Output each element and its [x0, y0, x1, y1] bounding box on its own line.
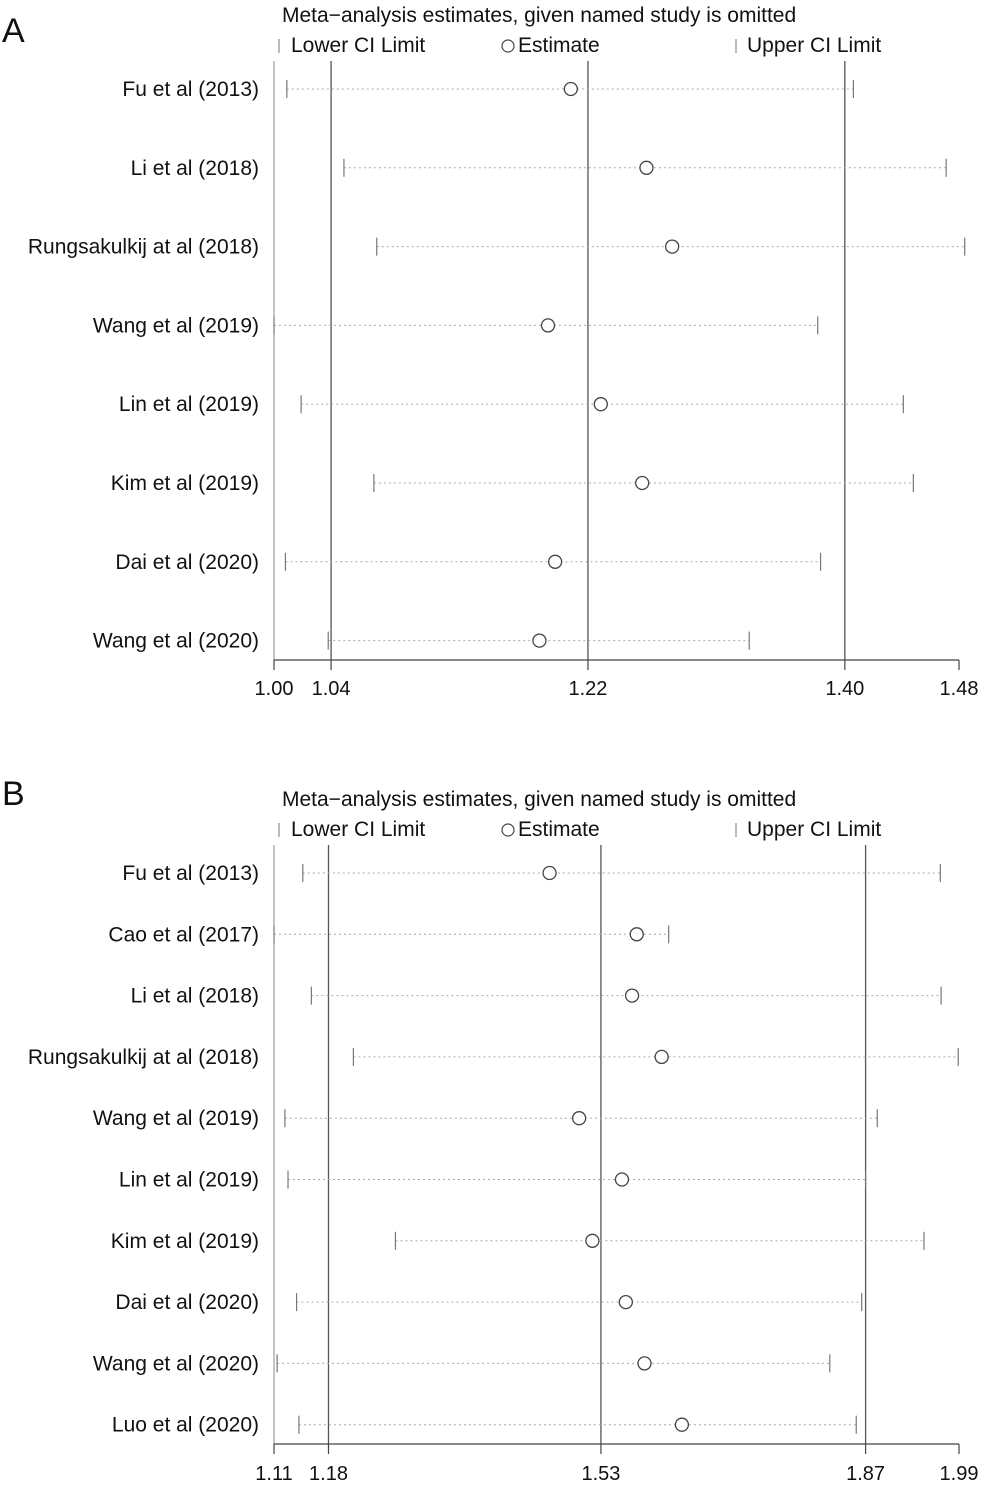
- study-label: Luo et al (2020): [112, 1414, 259, 1437]
- study-label: Fu et al (2013): [122, 862, 259, 885]
- study-label: Kim et al (2019): [111, 1230, 259, 1253]
- chart-title: Meta−analysis estimates, given named stu…: [282, 788, 796, 811]
- estimate-marker: [639, 160, 654, 175]
- estimate-marker: [585, 1233, 600, 1248]
- study-label: Fu et al (2013): [122, 78, 259, 101]
- study-label: Dai et al (2020): [115, 1291, 259, 1314]
- study-label: Wang et al (2020): [93, 1352, 259, 1375]
- study-label: Rungsakulkij at al (2018): [28, 1046, 259, 1069]
- estimate-marker: [624, 988, 640, 1003]
- estimate-marker: [532, 633, 547, 648]
- study-label: Dai et al (2020): [115, 551, 259, 574]
- x-tick-label: 1.04: [312, 678, 351, 700]
- legend-upper-ci-label: Upper CI Limit: [747, 34, 881, 57]
- estimate-marker: [542, 865, 557, 881]
- x-tick-label: 1.99: [940, 1463, 979, 1485]
- estimate-marker: [571, 1111, 587, 1126]
- estimate-marker: [665, 239, 680, 254]
- x-tick-label: 1.22: [568, 678, 607, 700]
- forest-plot-panel-b: B Meta−analysis estimates, given named st…: [2, 775, 978, 1485]
- legend-estimate-marker: [501, 823, 515, 837]
- study-label: Wang et al (2020): [93, 630, 259, 653]
- x-tick-label: 1.18: [309, 1463, 348, 1485]
- legend-lower-ci-label: Lower CI Limit: [291, 818, 425, 841]
- estimate-marker: [654, 1049, 669, 1065]
- study-label: Li et al (2018): [131, 157, 259, 180]
- study-label: Cao et al (2017): [108, 923, 259, 946]
- legend-estimate-marker: [501, 39, 515, 53]
- estimate-marker: [637, 1356, 652, 1371]
- study-label: Lin et al (2019): [119, 393, 259, 416]
- x-tick-label: 1.87: [846, 1463, 885, 1485]
- legend-lower-ci-label: Lower CI Limit: [291, 34, 425, 57]
- estimate-marker: [593, 397, 608, 412]
- legend-estimate-label: Estimate: [518, 818, 600, 841]
- estimate-marker: [547, 554, 563, 569]
- study-label: Li et al (2018): [131, 985, 259, 1008]
- estimate-marker: [614, 1172, 630, 1187]
- x-tick-label: 1.53: [581, 1463, 620, 1485]
- x-tick-label: 1.48: [940, 678, 979, 700]
- study-label: Wang et al (2019): [93, 1107, 259, 1130]
- estimate-marker: [563, 81, 578, 97]
- estimate-marker: [540, 318, 556, 333]
- study-label: Kim et al (2019): [111, 472, 259, 495]
- panel-label: A: [2, 12, 25, 50]
- study-label: Wang et al (2019): [93, 314, 259, 337]
- forest-plot-panel-a: A Meta−analysis estimates, given named st…: [2, 4, 978, 700]
- panel-label: B: [2, 775, 25, 813]
- study-label: Rungsakulkij at al (2018): [28, 236, 259, 259]
- estimate-marker: [674, 1417, 690, 1432]
- study-label: Lin et al (2019): [119, 1169, 259, 1192]
- x-tick-label: 1.40: [825, 678, 864, 700]
- x-tick-label: 1.11: [255, 1463, 292, 1485]
- legend-upper-ci-label: Upper CI Limit: [747, 818, 881, 841]
- estimate-marker: [629, 927, 644, 942]
- estimate-marker: [635, 475, 650, 491]
- estimate-marker: [618, 1294, 633, 1310]
- x-tick-label: 1.00: [255, 678, 294, 700]
- chart-title: Meta−analysis estimates, given named stu…: [282, 4, 796, 27]
- legend-estimate-label: Estimate: [518, 34, 600, 57]
